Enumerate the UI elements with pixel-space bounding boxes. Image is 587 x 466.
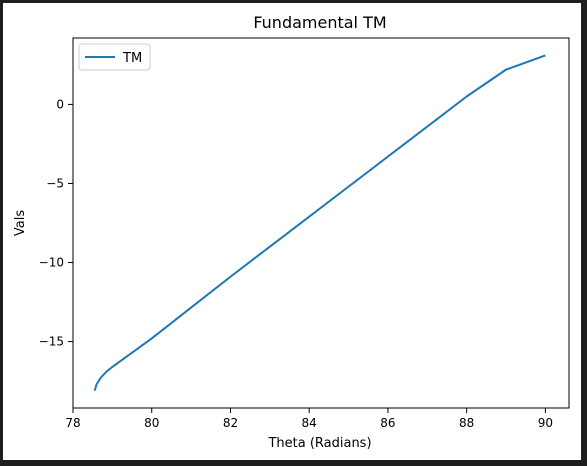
legend: TM bbox=[78, 43, 151, 71]
y-tick-label: 0 bbox=[56, 97, 64, 111]
x-tick-label: 88 bbox=[459, 416, 474, 430]
y-tick-label: −15 bbox=[39, 335, 64, 349]
x-tick-label: 80 bbox=[144, 416, 159, 430]
x-tick-label: 84 bbox=[302, 416, 317, 430]
chart-title: Fundamental TM bbox=[253, 13, 386, 32]
axes-frame bbox=[72, 37, 570, 409]
y-tick-label: −5 bbox=[46, 176, 64, 190]
y-axis-label: Vals bbox=[13, 210, 28, 236]
plot-area: 78 80 82 84 86 88 90 0 −5 −10 −15 bbox=[39, 54, 553, 430]
x-tick-label: 78 bbox=[65, 416, 80, 430]
x-axis-label: Theta (Radians) bbox=[267, 436, 371, 451]
series-line-tm bbox=[93, 54, 546, 391]
y-tick-label: −10 bbox=[39, 256, 64, 270]
x-tick-label: 90 bbox=[538, 416, 553, 430]
x-tick-label: 86 bbox=[380, 416, 395, 430]
legend-label-tm: TM bbox=[122, 51, 142, 66]
x-tick-label: 82 bbox=[223, 416, 238, 430]
figure-background bbox=[3, 3, 581, 460]
